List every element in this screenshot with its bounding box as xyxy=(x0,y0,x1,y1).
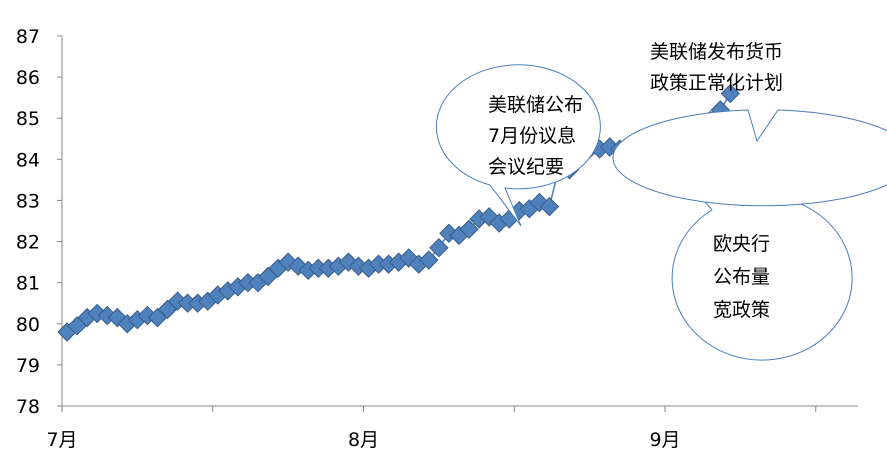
y-tick-label: 84 xyxy=(16,149,40,171)
y-tick-label: 81 xyxy=(16,273,40,295)
y-tick-label: 78 xyxy=(16,396,40,418)
callout-fed-minutes-bubble xyxy=(435,64,601,227)
callout-ecb-qe-line-1: 欧央行 xyxy=(713,233,770,255)
callout-ecb-qe-line-3: 宽政策 xyxy=(713,299,770,321)
y-tick-label: 87 xyxy=(16,26,40,48)
x-tick-label: 8月 xyxy=(348,429,379,451)
data-point-marker xyxy=(720,83,741,104)
callout-fed-minutes-line-3: 会议纪要 xyxy=(488,156,564,178)
callout-fed-minutes-line-1: 美联储公布 xyxy=(488,94,583,116)
callout-fed-normalization-bubble xyxy=(612,109,887,207)
callout-fed-normalization-line-1: 美联储发布货币 xyxy=(650,41,783,63)
callout-ecb-qe: 欧央行 公布量 宽政策 xyxy=(671,167,853,361)
callout-fed-minutes: 美联储公布 7月份议息 会议纪要 xyxy=(435,64,601,227)
y-tick-label: 80 xyxy=(16,314,40,336)
series-line xyxy=(66,93,731,333)
callout-ecb-qe-line-2: 公布量 xyxy=(713,266,770,288)
y-tick-label: 86 xyxy=(16,67,40,89)
callout-fed-normalization-line-2: 政策正常化计划 xyxy=(650,72,783,94)
y-tick-label: 79 xyxy=(16,355,40,377)
x-tick-label: 9月 xyxy=(649,429,680,451)
callout-fed-normalization: 美联储发布货币 政策正常化计划 xyxy=(612,41,887,207)
data-point-marker xyxy=(459,219,479,239)
callout-fed-minutes-line-2: 7月份议息 xyxy=(488,125,576,147)
data-point-marker xyxy=(419,250,439,270)
y-tick-label: 82 xyxy=(16,232,40,254)
x-tick-label: 7月 xyxy=(46,429,77,451)
data-point-marker xyxy=(539,196,560,217)
data-point-marker xyxy=(429,238,449,258)
y-tick-label: 83 xyxy=(16,190,40,212)
y-tick-label: 85 xyxy=(16,108,40,130)
